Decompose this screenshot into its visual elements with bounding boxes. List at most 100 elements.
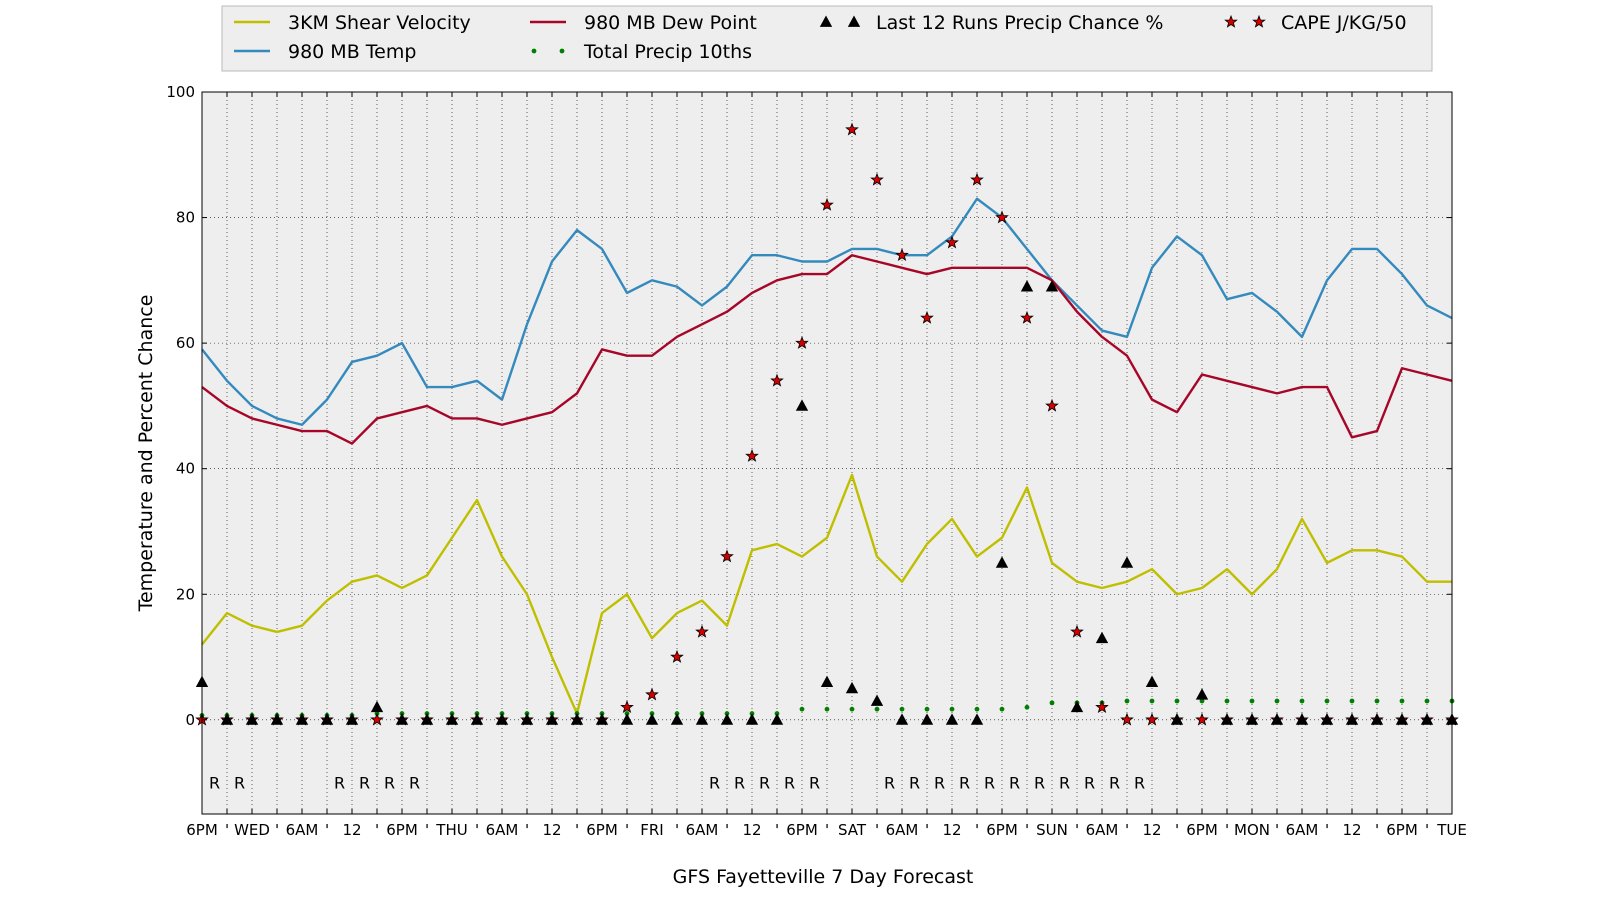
cape-star-marker [845,122,859,136]
axes: 6PM ' WED ' 6AM ' 12 ' 6PM ' THU ' 6AM ' 12 ' 6PM ' FRI ' 6A… [166,83,1466,839]
precip-chance-triangle [895,713,909,725]
precip-dot [1049,700,1055,706]
rain-marker: R [909,774,920,793]
cape-star-marker [1045,398,1059,412]
precip-dot [1274,698,1280,704]
x-tick-label: 12 [1142,821,1161,839]
x-tick-label: ' [1275,821,1279,839]
precip-chance-triangle [920,713,934,725]
x-tick-label: 12 [342,821,361,839]
legend-label: 3KM Shear Velocity [288,12,471,34]
x-tick-label: ' [425,821,429,839]
precip-chance-triangle [545,713,559,725]
precip-chance-triangle [395,713,409,725]
precip-dot [1374,698,1380,704]
precip-chance-triangle [1345,713,1359,725]
legend-label: 980 MB Dew Point [584,12,757,34]
precip-chance-triangle [320,713,334,725]
precip-chance-triangle [1070,700,1084,713]
precip-chance-triangle [620,713,634,725]
x-tick-label: ' [1375,821,1379,839]
precip-dot [1199,698,1205,704]
x-tick-label: 6AM [1286,821,1319,839]
cape-star-marker [645,687,659,701]
precip-chance-triangle [1295,713,1309,725]
rain-marker: R [1034,774,1045,793]
x-tick-label: 12 [742,821,761,839]
cape-star-marker [1120,712,1134,726]
precip-dot [849,706,855,712]
precip-dot [799,706,805,712]
legend-item: 980 MB Dew Point [530,12,757,34]
cape-star-marker [745,448,759,462]
precip-chance-triangle [945,713,959,725]
rain-marker: R [1134,774,1145,793]
series-line-980-mb-dew-point [201,254,1453,445]
cape-star-marker [720,549,734,563]
cape-star-marker [995,210,1009,224]
rain-marker: R [784,774,795,793]
precip-chance-triangle [245,713,259,725]
rain-marker: R [984,774,995,793]
precip-dot [974,706,980,712]
rain-marker: R [334,774,345,793]
x-tick-label: 6PM [1386,821,1418,839]
rain-marker: R [734,774,745,793]
precip-chance-triangle [745,713,759,725]
y-tick-label: 20 [176,585,195,603]
x-tick-label: ' [775,821,779,839]
legend-label: Total Precip 10ths [583,41,752,63]
legend-swatch-star [1252,14,1266,28]
cape-star-marker [820,197,834,211]
cape-star-marker [970,172,984,186]
x-tick-label: 6PM [1186,821,1218,839]
rain-marker: R [1009,774,1020,793]
legend-item: 3KM Shear Velocity [234,12,471,34]
precip-chance-triangle [720,713,734,725]
x-tick-label: ' [975,821,979,839]
precip-dot [1349,698,1355,704]
precip-dot [1299,698,1305,704]
x-tick-label: 6AM [286,821,319,839]
cape-star-marker [695,624,709,638]
precip-chance-triangle [1045,280,1059,292]
x-tick-label: ' [275,821,279,839]
precip-dot [824,706,830,712]
legend-label: Last 12 Runs Precip Chance % [876,12,1163,34]
legend-swatch-triangle [819,15,833,27]
rain-marker: R [1109,774,1120,793]
precip-chance-triangle [1120,556,1134,568]
precip-chance-triangle [1245,713,1259,725]
x-tick-label: ' [1125,821,1129,839]
cape-star-marker [1145,712,1159,726]
rain-marker: R [884,774,895,793]
y-tick-label: 40 [176,460,195,478]
precip-dot [874,706,880,712]
x-tick-label: ' [1175,821,1179,839]
y-tick-label: 100 [166,83,195,101]
precip-chance-triangle [1170,713,1184,725]
precip-chance-triangle [370,700,384,713]
x-tick-label: ' [375,821,379,839]
series-layer [195,122,1459,726]
precip-chance-triangle [770,713,784,725]
rain-marker: R [234,774,245,793]
precip-chance-triangle [995,556,1009,568]
precip-dot [899,706,905,712]
precip-chance-triangle [845,681,859,694]
x-tick-label: ' [725,821,729,839]
x-axis-label: GFS Fayetteville 7 Day Forecast [673,866,974,888]
cape-star-marker [920,310,934,324]
y-tick-label: 80 [176,209,195,227]
x-tick-label: ' [625,821,629,839]
x-tick-label: ' [675,821,679,839]
x-tick-label: 6AM [1086,821,1119,839]
rain-marker: R [759,774,770,793]
x-tick-label: ' [1225,821,1229,839]
legend-label: 980 MB Temp [288,41,416,63]
legend-item: 980 MB Temp [234,41,416,63]
x-tick-label: THU [435,821,467,839]
precip-chance-triangle [1095,631,1109,644]
legend-label: CAPE J/KG/50 [1281,12,1407,34]
legend-swatch-star [1224,14,1238,28]
